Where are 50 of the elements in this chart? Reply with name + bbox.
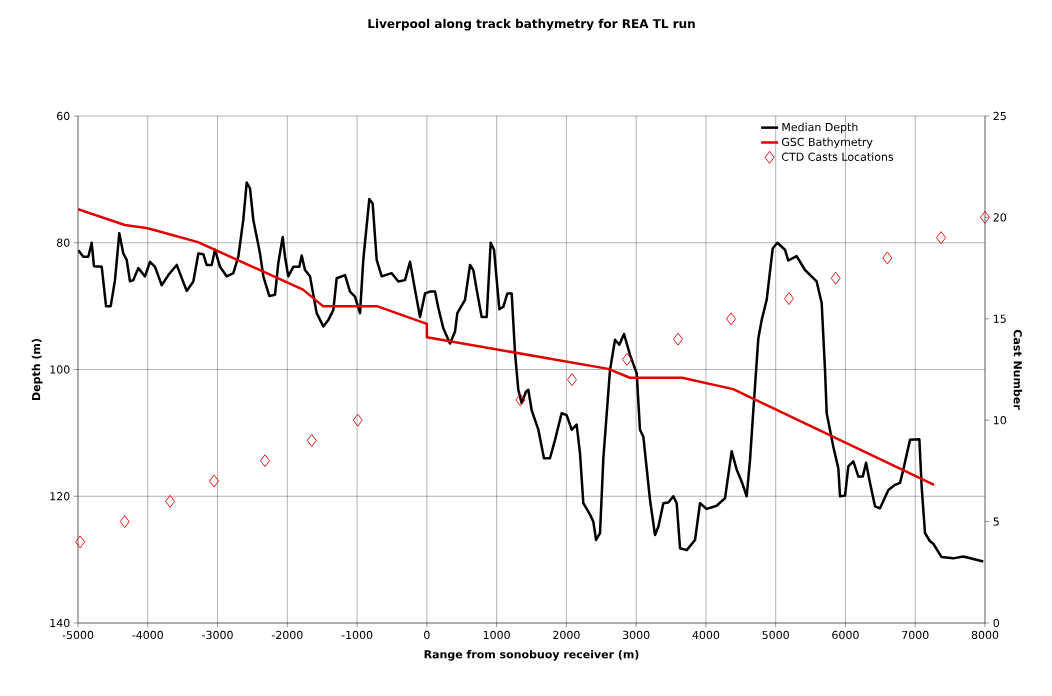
point bbox=[567, 373, 577, 387]
point bbox=[622, 352, 633, 366]
x-tick-label: -5000 bbox=[62, 630, 94, 640]
y2-tick-label: 20 bbox=[993, 213, 1007, 222]
x-tick-label: 0 bbox=[424, 630, 430, 640]
point bbox=[515, 393, 526, 407]
legend-label: GSC Bathymetry bbox=[781, 137, 873, 149]
chart-title: Liverpool along track bathymetry for REA TL run bbox=[368, 18, 695, 31]
x-axis-title: Range from sonobuoy receiver (m) bbox=[424, 649, 639, 661]
x-tick-label: -4000 bbox=[132, 630, 164, 640]
y2-tick-label: 15 bbox=[993, 314, 1006, 323]
y2-tick-label: 0 bbox=[993, 618, 1000, 628]
x-tick-label: 2000 bbox=[553, 630, 580, 640]
x-tick-label: 7000 bbox=[902, 630, 929, 640]
y-tick-label: 60 bbox=[57, 111, 70, 121]
x-tick-label: -1000 bbox=[341, 630, 373, 640]
legend-label: Median Depth bbox=[782, 122, 858, 134]
y2-axis-title: Cast Number bbox=[1013, 329, 1023, 410]
y2-tick-label: 5 bbox=[993, 517, 999, 526]
point bbox=[119, 515, 130, 529]
legend-label: CTD Casts Locations bbox=[781, 152, 894, 161]
y-tick-label: 120 bbox=[50, 492, 70, 501]
point bbox=[209, 474, 219, 488]
x-tick-label: 8000 bbox=[971, 630, 999, 640]
point bbox=[784, 292, 794, 305]
point bbox=[830, 271, 841, 285]
point bbox=[352, 413, 363, 427]
point bbox=[673, 332, 683, 346]
point bbox=[260, 454, 270, 468]
x-tick-label: 1000 bbox=[483, 630, 510, 640]
x-tick-label: 3000 bbox=[623, 630, 650, 640]
y-axis-title: Depth (m) bbox=[31, 339, 43, 400]
x-tick-label: -3000 bbox=[202, 630, 233, 640]
point bbox=[882, 251, 893, 265]
y2-tick-label: 25 bbox=[993, 111, 1006, 121]
x-tick-label: 5000 bbox=[762, 630, 789, 640]
line-series bbox=[78, 207, 936, 487]
point bbox=[306, 434, 317, 447]
point bbox=[75, 535, 86, 549]
x-tick-label: -2000 bbox=[271, 630, 303, 640]
point bbox=[980, 210, 990, 224]
y-tick-label: 140 bbox=[50, 618, 70, 628]
point bbox=[936, 231, 946, 245]
x-tick-label: 6000 bbox=[832, 630, 859, 640]
y-tick-label: 100 bbox=[50, 365, 70, 374]
point bbox=[165, 494, 176, 508]
x-tick-label: 4000 bbox=[692, 630, 720, 640]
point bbox=[726, 312, 736, 326]
y-tick-label: 80 bbox=[56, 238, 70, 247]
y2-tick-label: 10 bbox=[993, 416, 1007, 425]
